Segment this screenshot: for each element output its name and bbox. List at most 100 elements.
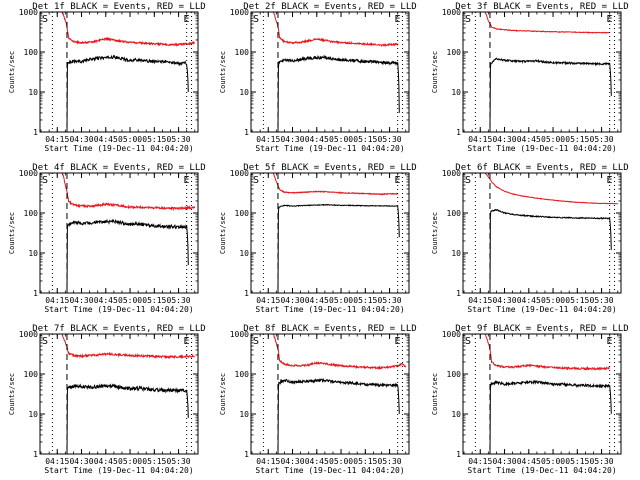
- chart-panel-3: Det 3f BLACK = Events, RED = LLD S E 1 10 100…: [431, 2, 629, 153]
- plot-frame: [462, 11, 622, 133]
- series-line-lld: [272, 173, 398, 196]
- x-tick-label: 05:00: [329, 457, 353, 466]
- x-axis-label: Start Time (19-Dec-11 04:04:20): [467, 144, 616, 153]
- end-label: E: [395, 336, 401, 347]
- x-tick-label: 04:45: [517, 296, 541, 305]
- x-tick-label: 05:30: [167, 457, 191, 466]
- y-tick-label: 1000: [19, 169, 38, 178]
- start-label: S: [253, 14, 259, 25]
- chart-panel-9: Det 9f BLACK = Events, RED = LLD S E 1 10 100…: [431, 324, 629, 475]
- x-tick-label: 04:15: [45, 296, 69, 305]
- x-tick-label: 04:15: [45, 135, 69, 144]
- y-tick-label: 100: [235, 209, 250, 218]
- y-tick-label: 100: [447, 209, 462, 218]
- y-axis-label: Counts/sec: [8, 212, 16, 254]
- series-line-events: [277, 54, 400, 132]
- y-tick-label: 1000: [442, 169, 461, 178]
- y-tick-label: 1000: [442, 8, 461, 17]
- y-axis-label: Counts/sec: [431, 51, 439, 93]
- x-tick-label: 05:30: [590, 296, 614, 305]
- x-tick-label: 05:30: [378, 457, 402, 466]
- x-tick-label: 05:15: [353, 457, 377, 466]
- x-tick-label: 05:15: [565, 296, 589, 305]
- y-tick-label: 100: [447, 370, 462, 379]
- y-axis-label: Counts/sec: [8, 373, 16, 415]
- y-tick-label: 1000: [19, 330, 38, 339]
- series-line-events: [489, 379, 612, 454]
- x-tick-label: 04:30: [280, 296, 304, 305]
- x-tick-label: 04:45: [517, 457, 541, 466]
- y-axis-label: Counts/sec: [219, 373, 227, 415]
- start-label: S: [465, 336, 471, 347]
- x-tick-label: 05:15: [565, 457, 589, 466]
- y-tick-label: 1: [244, 450, 249, 459]
- x-tick-label: 05:15: [142, 135, 166, 144]
- end-label: E: [184, 336, 190, 347]
- y-tick-label: 1: [456, 128, 461, 137]
- y-tick-label: 100: [24, 370, 39, 379]
- x-tick-label: 05:15: [353, 296, 377, 305]
- x-tick-label: 05:00: [329, 135, 353, 144]
- x-tick-label: 04:30: [492, 135, 516, 144]
- x-tick-label: 04:15: [256, 457, 280, 466]
- start-label: S: [42, 175, 48, 186]
- start-label: S: [42, 336, 48, 347]
- series-line-events: [66, 218, 189, 293]
- chart-title: Det 9f BLACK = Events, RED = LLD: [455, 324, 628, 334]
- x-tick-label: 04:30: [280, 135, 304, 144]
- chart-panel-8: Det 8f BLACK = Events, RED = LLD S E 1 10 100…: [219, 324, 417, 475]
- series-line-events: [66, 54, 189, 132]
- x-tick-label: 05:30: [590, 457, 614, 466]
- start-label: S: [253, 336, 259, 347]
- x-tick-label: 04:30: [69, 296, 93, 305]
- x-tick-label: 04:45: [305, 296, 329, 305]
- chart-panel-7: Det 7f BLACK = Events, RED = LLD S E 1 10 100…: [8, 324, 206, 475]
- plot-frame: [462, 333, 622, 455]
- x-tick-label: 05:15: [565, 135, 589, 144]
- y-axis-label: Counts/sec: [431, 373, 439, 415]
- series-line-events: [489, 57, 612, 132]
- x-tick-label: 04:15: [256, 135, 280, 144]
- x-tick-label: 05:00: [118, 296, 142, 305]
- y-tick-label: 1: [456, 450, 461, 459]
- x-tick-label: 05:00: [541, 457, 565, 466]
- chart-panel-5: Det 5f BLACK = Events, RED = LLD S E 1 10 100…: [219, 163, 417, 314]
- y-axis-label: Counts/sec: [431, 212, 439, 254]
- x-tick-label: 05:00: [118, 135, 142, 144]
- y-axis-label: Counts/sec: [219, 51, 227, 93]
- start-label: S: [465, 175, 471, 186]
- y-tick-label: 10: [451, 88, 461, 97]
- series-line-lld: [484, 173, 619, 205]
- x-tick-label: 05:00: [541, 296, 565, 305]
- x-axis-label: Start Time (19-Dec-11 04:04:20): [44, 144, 193, 153]
- x-tick-label: 05:00: [329, 296, 353, 305]
- x-tick-label: 04:30: [69, 457, 93, 466]
- x-tick-label: 05:30: [378, 135, 402, 144]
- x-tick-label: 05:30: [378, 296, 402, 305]
- x-tick-label: 05:15: [353, 135, 377, 144]
- y-tick-label: 1000: [442, 330, 461, 339]
- end-label: E: [607, 175, 613, 186]
- x-tick-label: 04:45: [94, 457, 118, 466]
- x-tick-label: 04:15: [468, 296, 492, 305]
- series-line-events: [277, 377, 400, 454]
- plot-frame: [250, 333, 410, 455]
- series-line-lld: [61, 12, 196, 48]
- end-label: E: [395, 175, 401, 186]
- y-tick-label: 1: [33, 450, 38, 459]
- chart-title: Det 8f BLACK = Events, RED = LLD: [243, 324, 416, 334]
- y-tick-label: 1: [33, 289, 38, 298]
- y-tick-label: 10: [28, 88, 38, 97]
- x-tick-label: 05:00: [541, 135, 565, 144]
- x-tick-label: 05:15: [142, 296, 166, 305]
- x-tick-label: 04:45: [94, 135, 118, 144]
- y-tick-label: 10: [451, 249, 461, 258]
- end-label: E: [184, 175, 190, 186]
- series-line-events: [489, 208, 612, 293]
- chart-title: Det 1f BLACK = Events, RED = LLD: [32, 2, 205, 12]
- chart-panel-4: Det 4f BLACK = Events, RED = LLD S E 1 10 100…: [8, 163, 206, 314]
- chart-title: Det 6f BLACK = Events, RED = LLD: [455, 163, 628, 173]
- plot-frame: [462, 172, 622, 294]
- chart-title: Det 3f BLACK = Events, RED = LLD: [455, 2, 628, 12]
- series-line-lld: [61, 334, 195, 360]
